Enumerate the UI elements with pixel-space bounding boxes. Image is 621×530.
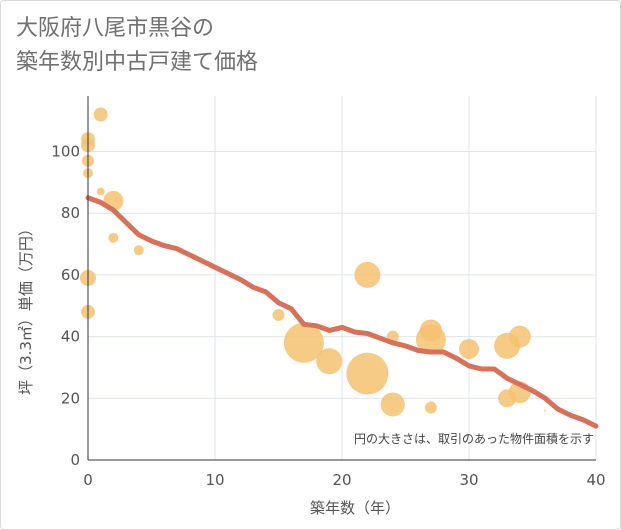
data-bubble (380, 392, 405, 417)
grid-lines (88, 96, 597, 460)
data-bubble (96, 187, 105, 196)
data-bubble (316, 348, 343, 375)
axes (87, 96, 596, 461)
y-tick-label: 100 (51, 143, 80, 161)
x-tick-label: 10 (205, 471, 224, 489)
chart-title: 大阪府八尾市黒谷の 築年数別中古戸建て価格 (16, 12, 258, 80)
data-bubble (93, 107, 108, 122)
data-bubble (415, 324, 446, 355)
data-bubble (354, 261, 381, 288)
chart-title-line-1: 大阪府八尾市黒谷の (16, 16, 215, 41)
data-bubble (459, 338, 479, 359)
y-tick-label: 40 (61, 328, 80, 346)
data-bubble (272, 309, 285, 322)
chart-title-line-2: 築年数別中古戸建て価格 (16, 50, 259, 75)
data-bubble (133, 245, 144, 256)
data-bubble (108, 232, 119, 243)
trend-layer (85, 195, 599, 429)
bubble-size-note: 円の大きさは、取引のあった物件面積を示す (354, 431, 594, 446)
data-bubble (508, 325, 531, 348)
data-bubble (544, 409, 547, 412)
data-bubble (346, 352, 389, 395)
data-bubble (424, 401, 437, 414)
x-tick-label: 40 (586, 471, 605, 489)
tick-labels: 0 10 20 30 40 0 20 40 60 80 100 (51, 143, 605, 489)
y-tick-label: 60 (61, 266, 80, 284)
x-tick-label: 30 (459, 471, 478, 489)
x-axis-title: 築年数（年） (310, 499, 400, 517)
y-tick-label: 80 (61, 204, 80, 222)
x-tick-label: 20 (332, 471, 351, 489)
trend-line (85, 195, 599, 429)
data-bubble (283, 322, 324, 363)
y-tick-label: 0 (70, 451, 80, 469)
y-tick-label: 20 (61, 389, 80, 407)
y-axis-title: 坪（3.3㎡）単価（万円） (17, 221, 35, 395)
x-tick-label: 0 (83, 471, 93, 489)
